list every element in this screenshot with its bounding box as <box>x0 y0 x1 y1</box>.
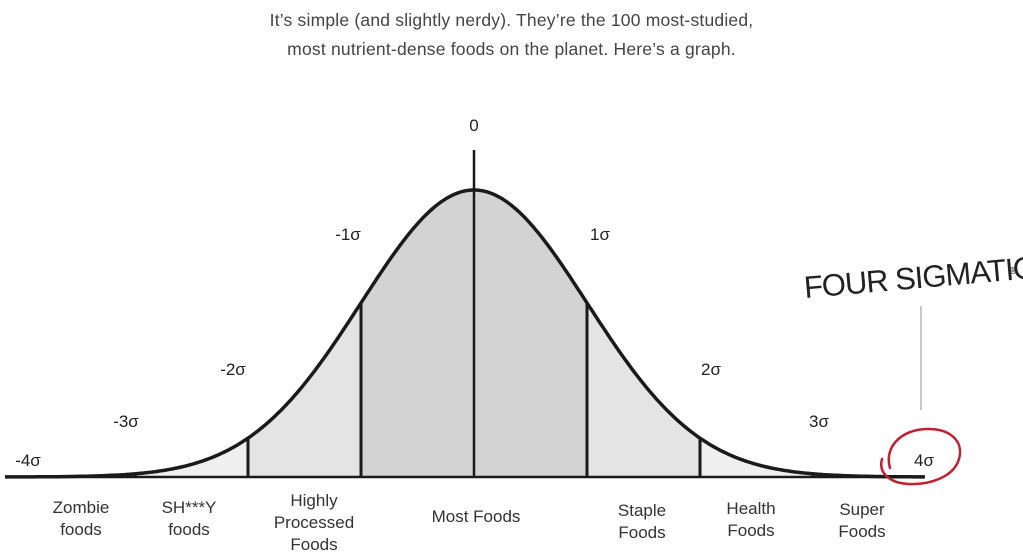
registered-mark: ® <box>1009 266 1017 277</box>
category-label: Health Foods <box>726 499 775 540</box>
category-label-line: SH***Y <box>162 498 217 517</box>
fill-right-outer <box>700 438 813 477</box>
sigma-label: 0 <box>469 116 478 135</box>
sigma-label: -1σ <box>335 225 361 244</box>
intro-line-2: most nutrient-dense foods on the planet.… <box>287 39 736 59</box>
category-label: Highly Processed Foods <box>274 491 354 554</box>
sigma-label: 2σ <box>701 360 721 379</box>
category-label: SH***Y foods <box>162 498 217 539</box>
highlight-circle <box>879 427 962 486</box>
sigma-label: 3σ <box>809 412 829 431</box>
category-label: Super Foods <box>838 500 885 541</box>
category-label-line: Foods <box>838 522 885 541</box>
bell-curve-line <box>5 188 925 479</box>
fill-left-outer <box>135 438 248 477</box>
category-label-line: Super <box>839 500 885 519</box>
category-label: Zombie foods <box>53 498 110 539</box>
category-label-line: Foods <box>618 523 665 542</box>
sigma-labels: -4σ -3σ -2σ -1σ 0 1σ 2σ 3σ 4σ <box>15 116 934 470</box>
sigma-label: 1σ <box>590 225 610 244</box>
category-label-line: Most Foods <box>432 507 521 526</box>
category-label: Most Foods <box>432 507 521 526</box>
category-label-line: foods <box>60 520 102 539</box>
brand-logo: FOUR SIGMATIC ® <box>803 250 1023 410</box>
category-labels: Zombie foods SH***Y foods Highly Processed Foo… <box>53 491 886 554</box>
category-label-line: Health <box>726 499 775 518</box>
category-label-line: Highly <box>290 491 338 510</box>
category-label-line: Foods <box>727 521 774 540</box>
category-label-line: foods <box>168 520 210 539</box>
sigma-label: -2σ <box>220 360 246 379</box>
category-label-line: Foods <box>290 535 337 554</box>
sigma-label: -4σ <box>15 451 41 470</box>
intro-text: It’s simple (and slightly nerdy). They’r… <box>0 6 1023 64</box>
sigma-label: -3σ <box>113 412 139 431</box>
category-label-line: Processed <box>274 513 354 532</box>
intro-line-1: It’s simple (and slightly nerdy). They’r… <box>269 10 754 30</box>
brand-name: FOUR SIGMATIC <box>803 250 1023 305</box>
sigma-label: 4σ <box>914 451 934 470</box>
category-label: Staple Foods <box>618 501 666 542</box>
category-label-line: Zombie <box>53 498 110 517</box>
category-label-line: Staple <box>618 501 666 520</box>
